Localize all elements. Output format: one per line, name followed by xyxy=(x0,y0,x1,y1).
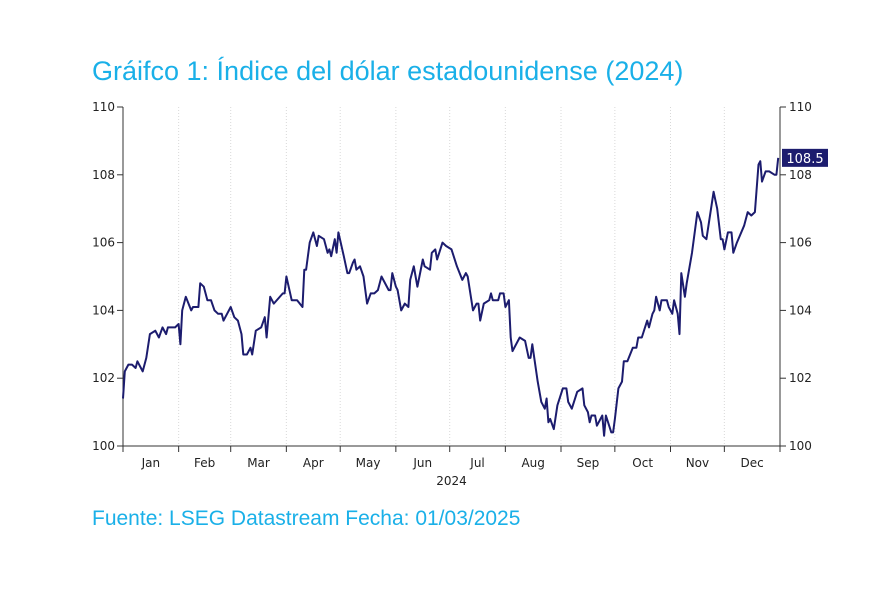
y-tick-label-right: 106 xyxy=(789,236,812,250)
y-tick-label-right: 102 xyxy=(789,371,812,385)
series-line xyxy=(122,157,780,437)
x-tick-label: Dec xyxy=(741,456,764,470)
x-tick-label: Apr xyxy=(303,456,324,470)
y-tick-label-left: 106 xyxy=(92,236,115,250)
x-axis-label: 2024 xyxy=(436,474,467,488)
x-tick-label: Jan xyxy=(141,456,161,470)
y-tick-label-right: 104 xyxy=(789,303,812,317)
x-tick-label: Sep xyxy=(577,456,600,470)
y-tick-label-left: 110 xyxy=(92,100,115,114)
x-tick-label: Jul xyxy=(469,456,484,470)
y-tick-label-left: 100 xyxy=(92,439,115,453)
x-tick-label: Aug xyxy=(521,456,544,470)
x-tick-label: Mar xyxy=(247,456,270,470)
y-tick-label-left: 108 xyxy=(92,168,115,182)
source-note: Fuente: LSEG Datastream Fecha: 01/03/202… xyxy=(92,507,521,530)
chart-title: Gráifco 1: Índice del dólar estadouniden… xyxy=(92,56,684,86)
y-tick-label-right: 100 xyxy=(789,439,812,453)
y-tick-label-left: 102 xyxy=(92,371,115,385)
x-tick-label: Jun xyxy=(412,456,432,470)
y-tick-label-right: 110 xyxy=(789,100,812,114)
last-value-label: 108.5 xyxy=(786,152,823,167)
x-tick-label: Nov xyxy=(686,456,709,470)
x-tick-label: Feb xyxy=(194,456,215,470)
x-tick-label: Oct xyxy=(632,456,653,470)
x-tick-label: May xyxy=(356,456,381,470)
y-tick-label-left: 104 xyxy=(92,303,115,317)
last-value-badge xyxy=(782,148,828,167)
y-tick-label-right: 108 xyxy=(789,168,812,182)
